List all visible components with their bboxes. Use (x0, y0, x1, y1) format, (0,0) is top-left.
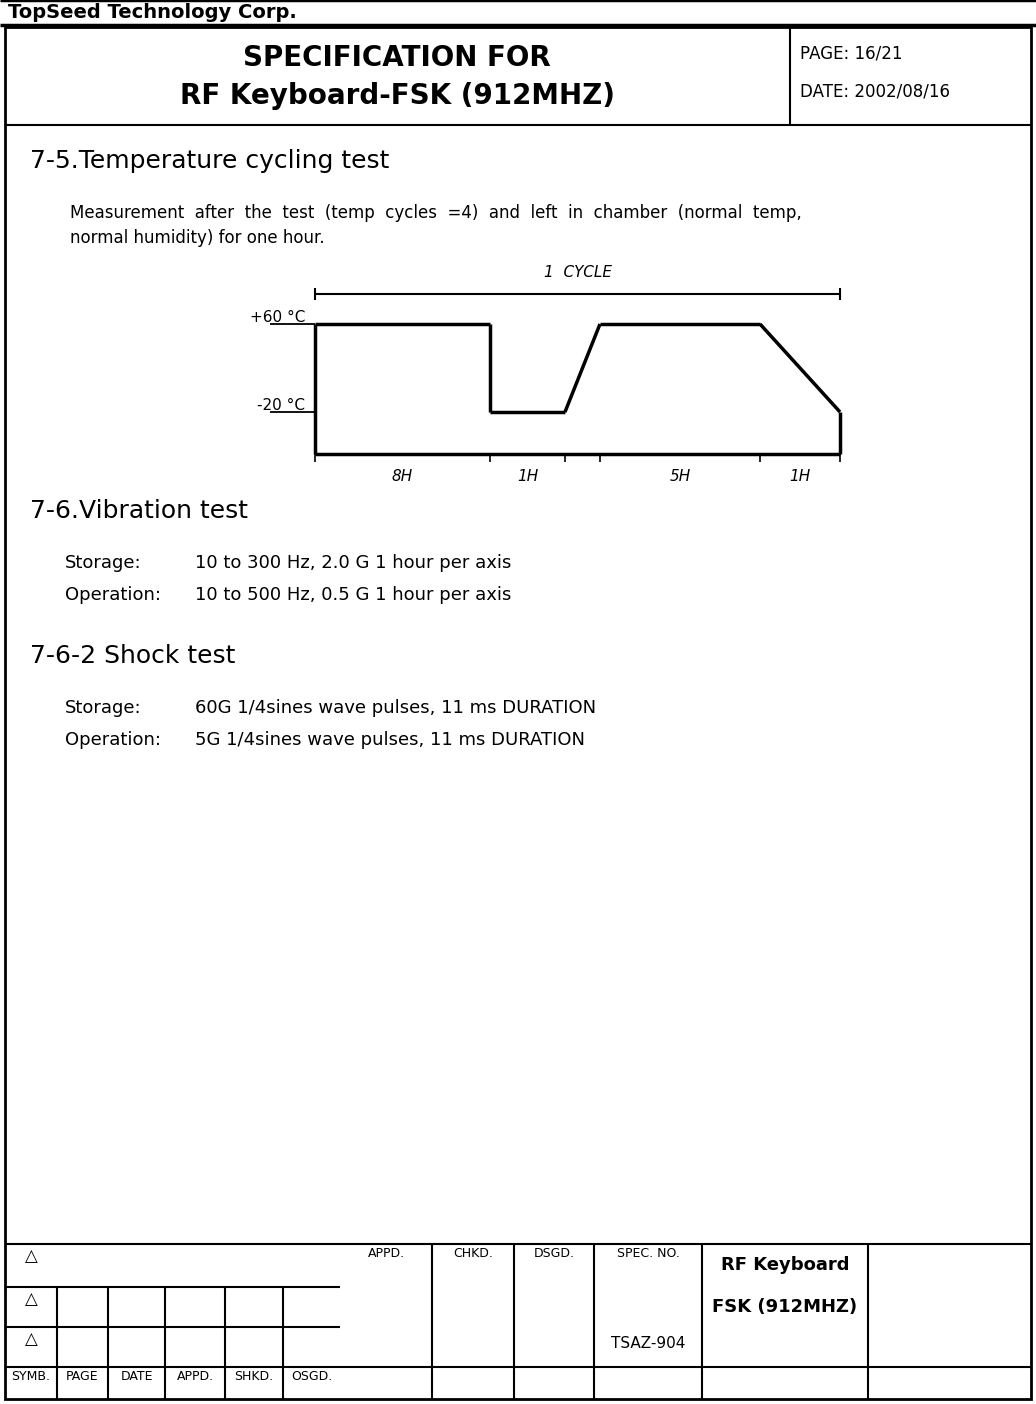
Text: DSGD.: DSGD. (534, 1247, 575, 1259)
Text: -20 °C: -20 °C (257, 399, 305, 414)
Text: +60 °C: +60 °C (250, 310, 305, 326)
Text: PAGE: PAGE (66, 1370, 98, 1383)
Text: 1  CYCLE: 1 CYCLE (544, 265, 611, 279)
Text: Measurement  after  the  test  (temp  cycles  =4)  and  left  in  chamber  (norm: Measurement after the test (temp cycles … (70, 204, 802, 222)
Text: APPD.: APPD. (176, 1370, 213, 1383)
Text: DATE: DATE (120, 1370, 152, 1383)
Text: RF Keyboard-FSK (912MHZ): RF Keyboard-FSK (912MHZ) (179, 81, 614, 110)
Text: △: △ (25, 1290, 37, 1309)
Text: 10 to 500 Hz, 0.5 G 1 hour per axis: 10 to 500 Hz, 0.5 G 1 hour per axis (195, 585, 512, 604)
Text: 1H: 1H (517, 469, 538, 484)
Text: 60G 1/4sines wave pulses, 11 ms DURATION: 60G 1/4sines wave pulses, 11 ms DURATION (195, 699, 596, 717)
Text: TSAZ-904: TSAZ-904 (611, 1337, 685, 1352)
Text: SPECIFICATION FOR: SPECIFICATION FOR (243, 44, 551, 72)
Text: Storage:: Storage: (65, 699, 142, 717)
Text: △: △ (25, 1247, 37, 1265)
Text: OSGD.: OSGD. (291, 1370, 333, 1383)
Text: 7-6.Vibration test: 7-6.Vibration test (30, 498, 248, 524)
Text: CHKD.: CHKD. (453, 1247, 493, 1259)
Text: SHKD.: SHKD. (234, 1370, 274, 1383)
Text: 7-5.Temperature cycling test: 7-5.Temperature cycling test (30, 149, 390, 173)
Text: △: △ (25, 1330, 37, 1348)
Text: Storage:: Storage: (65, 555, 142, 571)
Text: SPEC. NO.: SPEC. NO. (616, 1247, 680, 1259)
Text: DATE: 2002/08/16: DATE: 2002/08/16 (800, 81, 950, 100)
Text: normal humidity) for one hour.: normal humidity) for one hour. (70, 229, 324, 247)
Text: 5H: 5H (669, 469, 691, 484)
Text: APPD.: APPD. (368, 1247, 405, 1259)
Text: 1H: 1H (789, 469, 810, 484)
Text: Operation:: Operation: (65, 585, 161, 604)
Text: FSK (912MHZ): FSK (912MHZ) (713, 1299, 858, 1316)
Text: 5G 1/4sines wave pulses, 11 ms DURATION: 5G 1/4sines wave pulses, 11 ms DURATION (195, 731, 585, 748)
Text: PAGE: 16/21: PAGE: 16/21 (800, 44, 902, 62)
Text: RF Keyboard: RF Keyboard (721, 1257, 850, 1275)
Text: Operation:: Operation: (65, 731, 161, 748)
Text: 8H: 8H (392, 469, 413, 484)
Text: 10 to 300 Hz, 2.0 G 1 hour per axis: 10 to 300 Hz, 2.0 G 1 hour per axis (195, 555, 512, 571)
Text: SYMB.: SYMB. (11, 1370, 51, 1383)
Text: 7-6-2 Shock test: 7-6-2 Shock test (30, 644, 235, 668)
Text: TopSeed Technology Corp.: TopSeed Technology Corp. (8, 3, 296, 22)
